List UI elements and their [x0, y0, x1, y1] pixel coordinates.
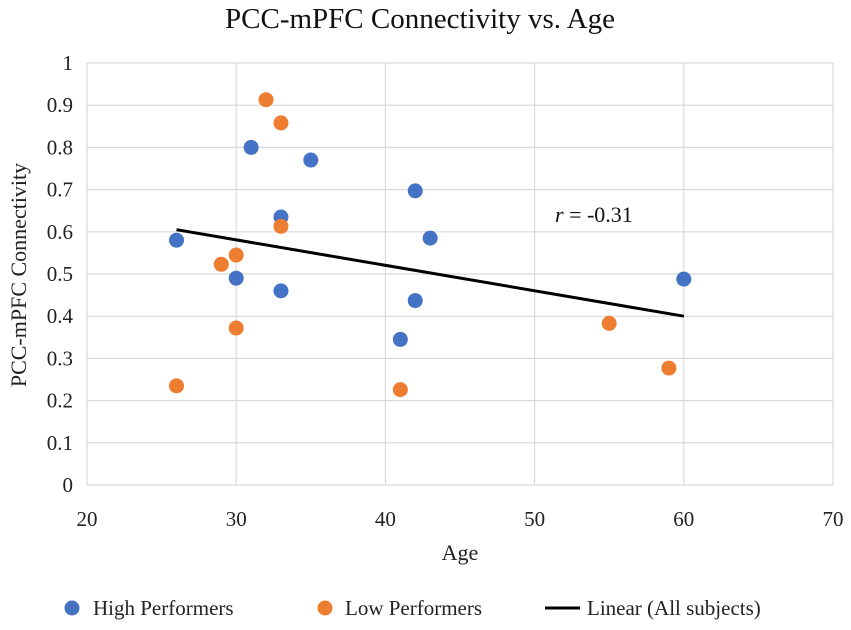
data-point — [422, 230, 438, 246]
y-tick-label: 0.3 — [47, 346, 73, 370]
data-point — [392, 331, 408, 347]
data-point — [407, 183, 423, 199]
correlation-annotation: r = -0.31 — [555, 202, 633, 227]
legend-marker-high — [64, 600, 80, 616]
data-points — [169, 92, 692, 398]
data-point — [243, 139, 259, 155]
data-point — [601, 315, 617, 331]
x-tick-label: 50 — [524, 507, 545, 531]
x-tick-label: 30 — [226, 507, 247, 531]
data-point — [169, 232, 185, 248]
y-tick-labels: 0 0.1 0.2 0.3 0.4 0.5 0.6 0.7 0.8 0.9 1 — [47, 51, 74, 497]
x-tick-label: 20 — [77, 507, 98, 531]
legend: High Performers Low Performers Linear (A… — [64, 596, 761, 620]
trendline-group — [176, 228, 685, 318]
data-point — [169, 378, 185, 394]
data-point — [407, 293, 423, 309]
legend-label-low: Low Performers — [345, 596, 482, 620]
y-axis-label: PCC-mPFC Connectivity — [6, 163, 31, 387]
y-tick-label: 0.9 — [47, 93, 73, 117]
y-tick-label: 0.1 — [47, 431, 73, 455]
data-point — [213, 256, 229, 272]
annotation-r-value: = -0.31 — [564, 202, 633, 227]
series-low-performers — [169, 92, 677, 398]
legend-label-high: High Performers — [93, 596, 234, 620]
data-point — [228, 270, 244, 286]
gridlines — [86, 62, 834, 486]
y-tick-label: 0.6 — [47, 220, 73, 244]
x-tick-labels: 20 30 40 50 60 70 — [77, 507, 844, 531]
x-tick-label: 40 — [375, 507, 396, 531]
data-point — [303, 152, 319, 168]
trendline — [176, 228, 685, 318]
data-point — [273, 283, 289, 299]
data-point — [676, 271, 692, 287]
y-tick-label: 1 — [63, 51, 74, 75]
chart-title: PCC-mPFC Connectivity vs. Age — [225, 3, 615, 35]
y-tick-label: 0 — [63, 473, 74, 497]
data-point — [228, 247, 244, 263]
y-tick-label: 0.2 — [47, 389, 73, 413]
legend-marker-low — [317, 600, 333, 616]
data-point — [392, 382, 408, 398]
legend-label-trendline: Linear (All subjects) — [587, 596, 761, 620]
data-point — [228, 320, 244, 336]
x-tick-label: 60 — [673, 507, 694, 531]
y-tick-label: 0.5 — [47, 262, 73, 286]
x-tick-label: 70 — [823, 507, 844, 531]
data-point — [661, 360, 677, 376]
x-axis-label: Age — [442, 540, 479, 565]
data-point — [258, 92, 274, 108]
data-point — [273, 218, 289, 234]
y-tick-label: 0.7 — [47, 178, 73, 202]
data-point — [273, 115, 289, 131]
annotation-r-symbol: r — [555, 202, 564, 227]
y-tick-label: 0.8 — [47, 135, 73, 159]
y-tick-label: 0.4 — [47, 304, 74, 328]
